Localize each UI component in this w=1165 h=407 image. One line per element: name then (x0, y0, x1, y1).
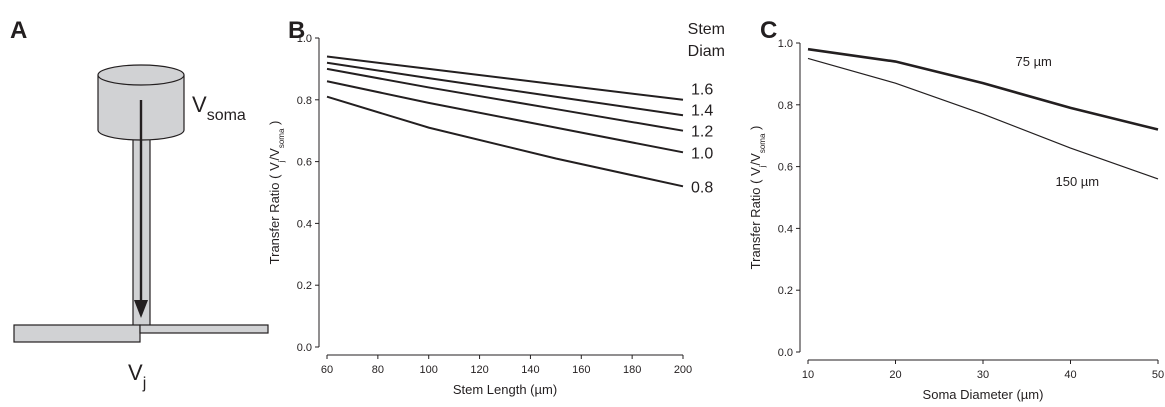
x-tick-label: 80 (372, 364, 384, 376)
x-tick-label: 40 (1064, 369, 1076, 381)
y-axis-label: Transfer Ratio ( Vj/Vsoma ) (748, 126, 767, 270)
series-label: 1.0 (691, 145, 713, 162)
x-tick-label: 60 (321, 364, 333, 376)
series-line (807, 47, 1159, 131)
y-axis-label-part: soma (758, 133, 767, 153)
series-label: 1.6 (691, 82, 713, 99)
junction-voltage: Vj (128, 360, 146, 392)
y-axis-label-part: /V (267, 148, 282, 161)
series-label: 1.4 (691, 103, 713, 120)
y-tick-label: 1.0 (297, 33, 312, 45)
soma-top (97, 64, 185, 86)
chart: C 0.0 0.2 0.4 0.6 0.8 1.0 10 20 30 40 50 Soma Diamet… (748, 17, 1164, 402)
arrow-head (134, 300, 148, 318)
x-axis-label: Stem Length (µm) (453, 382, 557, 397)
y-axis-label-part: Transfer Ratio ( V (748, 167, 763, 269)
y-axis-label: Transfer Ratio ( Vj/Vsoma ) (267, 121, 286, 265)
series-line (326, 67, 684, 132)
series-label: 75 µm (1016, 54, 1052, 69)
voltage-symbol: V (128, 360, 143, 385)
y-tick-label: 0.0 (778, 347, 793, 359)
y-tick-label: 0.6 (297, 157, 312, 169)
series-label: 0.8 (691, 179, 713, 196)
y-axis-label-part: j (758, 165, 767, 168)
y-axis-label-part: j (277, 160, 286, 163)
voltage-subscript: j (142, 375, 147, 392)
x-axis-label: Soma Diameter (µm) (923, 387, 1044, 402)
series-line (326, 55, 684, 101)
voltage-subscript: soma (207, 107, 246, 124)
x-tick-label: 160 (572, 364, 590, 376)
y-tick-label: 0.2 (297, 280, 312, 292)
y-tick-label: 1.0 (778, 38, 793, 50)
axon-left (13, 324, 141, 343)
series-line (326, 95, 684, 188)
legend-title: Diam (688, 43, 725, 60)
diagram: A Vsoma Vj (10, 17, 269, 392)
series-line (326, 80, 684, 154)
x-tick-label: 100 (420, 364, 438, 376)
y-tick-label: 0.4 (297, 218, 312, 230)
x-tick-label: 10 (802, 369, 814, 381)
y-tick-label: 0.8 (297, 95, 312, 107)
series-line (807, 57, 1159, 180)
x-tick-label: 20 (889, 369, 901, 381)
y-tick-label: 0.2 (778, 285, 793, 297)
x-tick-label: 50 (1152, 369, 1164, 381)
y-axis-label-part: Transfer Ratio ( V (267, 162, 282, 264)
y-axis-label-part: /V (748, 153, 763, 166)
series-line (326, 61, 684, 117)
axon-right (139, 324, 269, 334)
x-tick-label: 180 (623, 364, 641, 376)
panel-label: C (760, 17, 777, 44)
y-axis-label-part: ) (748, 126, 763, 134)
soma-voltage: Vsoma (192, 92, 246, 124)
y-tick-label: 0.6 (778, 162, 793, 174)
panel-label: A (10, 17, 27, 44)
y-tick-label: 0.4 (778, 223, 793, 235)
chart: B 0.0 0.2 0.4 0.6 0.8 1.0 60 80 100 120 140 160 180 20… (267, 17, 725, 397)
series-label: 150 µm (1056, 174, 1100, 189)
y-axis-label-part: soma (277, 128, 286, 148)
x-tick-label: 200 (674, 364, 692, 376)
voltage-symbol: V (192, 92, 207, 117)
legend-title: Stem (688, 21, 725, 38)
series-label: 1.2 (691, 124, 713, 141)
y-tick-label: 0.0 (297, 342, 312, 354)
y-axis-label-part: ) (267, 121, 282, 129)
panel-label: B (288, 17, 305, 44)
x-tick-label: 140 (521, 364, 539, 376)
y-tick-label: 0.8 (778, 100, 793, 112)
x-tick-label: 120 (470, 364, 488, 376)
x-tick-label: 30 (977, 369, 989, 381)
